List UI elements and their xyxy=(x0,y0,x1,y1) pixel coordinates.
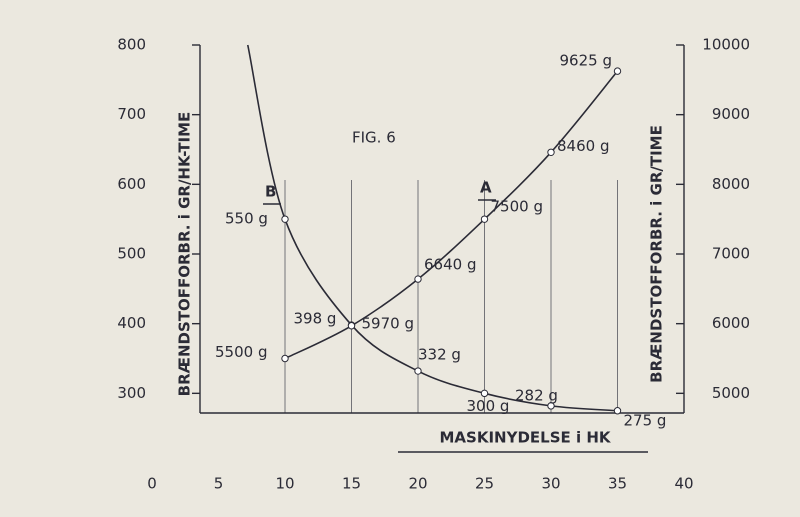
line xyxy=(246,44,618,412)
value-label: 332 g xyxy=(418,346,461,364)
point xyxy=(480,215,489,223)
legend-label: A xyxy=(480,179,492,197)
y-axis-title: BRÆNDSTOFFORBR. i GR/HK-TIME xyxy=(176,112,194,397)
x-tick-label: 20 xyxy=(408,475,427,493)
value-label: 5970 g xyxy=(362,314,414,332)
x-tick-label: 10 xyxy=(275,475,294,493)
x-tick-label: 15 xyxy=(342,475,361,493)
point xyxy=(480,389,489,398)
y2-tick-label: 8000 xyxy=(712,175,750,193)
x-tick-label: 0 xyxy=(147,475,157,493)
x-tick-label: 5 xyxy=(214,475,224,493)
x-tick-label: 30 xyxy=(541,475,560,493)
value-label: 398 g xyxy=(294,310,337,328)
value-label: 5500 g xyxy=(215,343,267,361)
value-label: 6640 g xyxy=(424,256,476,274)
y-tick-label: 400 xyxy=(117,314,146,332)
value-label: 282 g xyxy=(515,386,558,404)
y-tick-label: 300 xyxy=(117,384,146,402)
y2-tick-label: 6000 xyxy=(712,314,750,332)
y-tick-label: 800 xyxy=(117,36,146,54)
point xyxy=(281,354,289,363)
point xyxy=(547,402,555,410)
value-label: 7500 g xyxy=(491,198,543,216)
point xyxy=(347,322,356,330)
value-label: 8460 g xyxy=(557,137,609,155)
point xyxy=(414,275,422,283)
y-tick-label: 600 xyxy=(117,175,146,193)
value-label: 9625 g xyxy=(560,52,612,70)
x-tick-label: 40 xyxy=(674,475,693,493)
x-tick-label: 35 xyxy=(608,475,627,493)
chart-title: FIG. 6 xyxy=(352,129,396,147)
point xyxy=(613,407,622,415)
y-tick-label: 700 xyxy=(117,105,146,123)
value-label: 300 g xyxy=(467,397,510,415)
point xyxy=(613,67,622,75)
y2-axis-title: BRÆNDSTOFFORBR. i GR/TIME xyxy=(648,125,666,383)
value-label: 275 g xyxy=(624,411,667,429)
point xyxy=(281,215,289,223)
point xyxy=(414,367,422,375)
y2-tick-label: 9000 xyxy=(712,105,750,123)
y-tick-label: 500 xyxy=(117,245,146,263)
x-tick-label: 25 xyxy=(475,475,494,493)
y2-tick-label: 7000 xyxy=(712,245,750,263)
y2-tick-label: 5000 xyxy=(712,384,750,402)
point xyxy=(547,148,555,156)
x-axis-title: MASKINYDELSE i HK xyxy=(439,429,611,447)
legend-label: B xyxy=(265,183,276,201)
y2-tick-label: 10000 xyxy=(702,36,750,54)
value-label: 550 g xyxy=(225,210,268,228)
